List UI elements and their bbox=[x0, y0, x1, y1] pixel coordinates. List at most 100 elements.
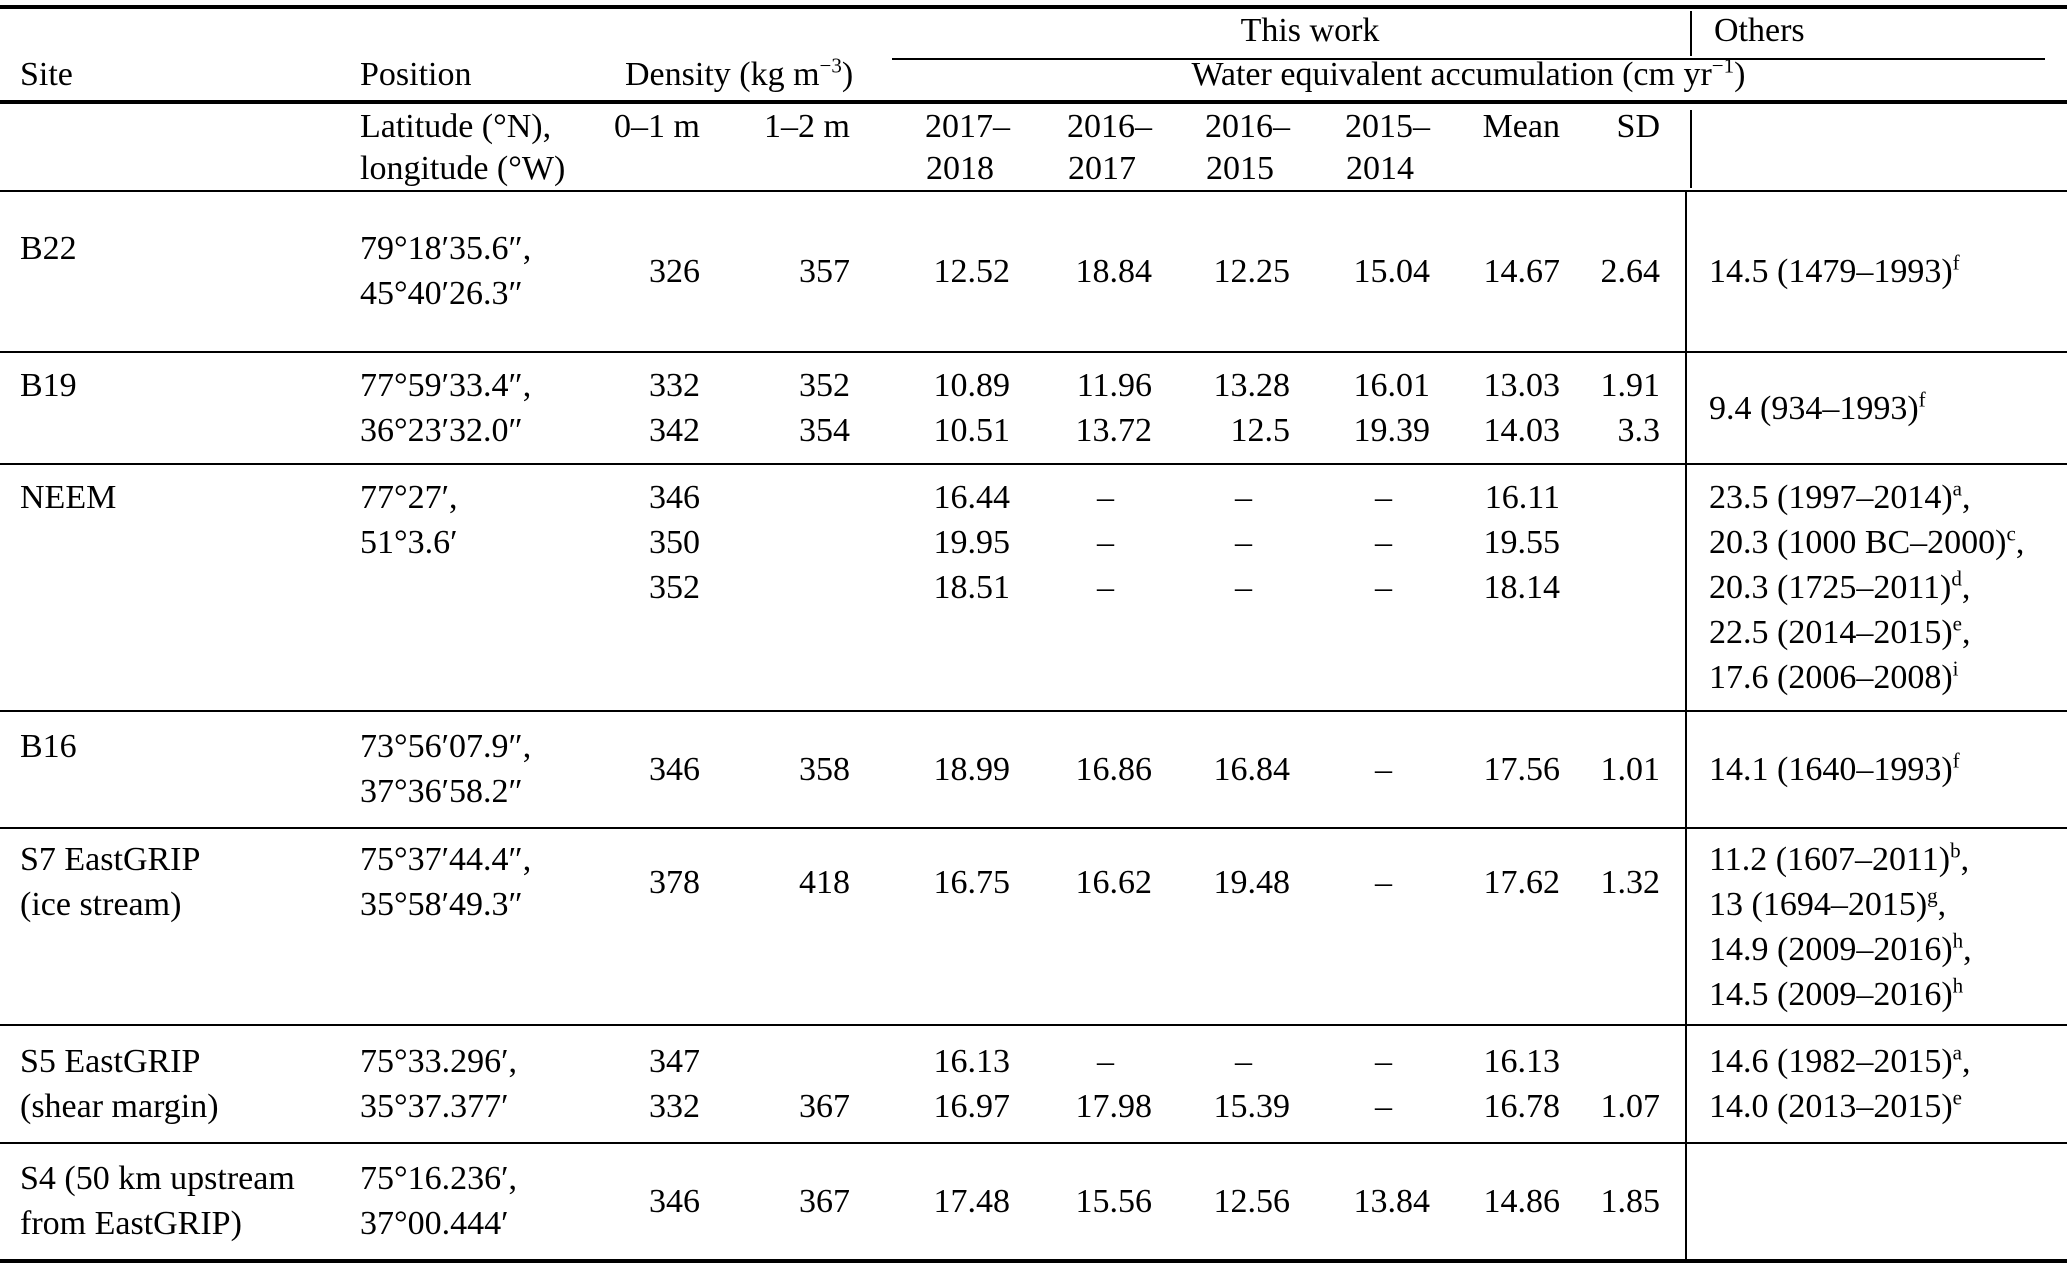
no-data-dash: – bbox=[1235, 1043, 1252, 1080]
density-1-2-cell: 367 bbox=[700, 1144, 850, 1259]
reference-footnote-letter: f bbox=[1952, 748, 1960, 773]
value: 352 bbox=[799, 367, 850, 404]
value: 418 bbox=[799, 863, 850, 901]
mean-cell: 17.62 bbox=[1430, 829, 1561, 934]
table-row: NEEM 77°27′, 51°3.6′ 346 350 352 16.44 19.95 18.… bbox=[0, 463, 2067, 710]
no-data-dash: – bbox=[1375, 750, 1392, 788]
accum-2015-2014-cell: – bbox=[1290, 712, 1430, 827]
mean-cell: 13.03 14.03 bbox=[1430, 353, 1561, 463]
no-data-dash: – bbox=[1235, 524, 1252, 561]
value: 332 bbox=[649, 1088, 700, 1125]
site-label: (shear margin) bbox=[20, 1088, 219, 1125]
year-2016-2015-subheader: 2016– 2015 bbox=[1205, 108, 1290, 187]
no-data-dash: – bbox=[1375, 863, 1392, 901]
value: 12.5 bbox=[1230, 412, 1291, 449]
reference-footnote-letter: f bbox=[1918, 387, 1926, 412]
value: 15.04 bbox=[1353, 252, 1431, 290]
accum-2016-2017-cell: 16.62 bbox=[1010, 829, 1153, 934]
accum-2016-2015-cell: 12.56 bbox=[1152, 1144, 1291, 1259]
value: 346 bbox=[649, 750, 700, 788]
value: 13.28 bbox=[1213, 367, 1291, 404]
density-0-1-cell: 326 bbox=[625, 192, 700, 351]
accum-2015-2014-cell: – – – bbox=[1290, 465, 1430, 710]
accum-2016-2015-cell: – 15.39 bbox=[1152, 1026, 1291, 1142]
others-cell: 9.4 (934–1993)f bbox=[1685, 353, 2047, 463]
site-label: S4 (50 km upstream bbox=[20, 1160, 295, 1197]
no-data-dash: – bbox=[1235, 479, 1252, 516]
density-0-1-cell: 346 bbox=[625, 1144, 700, 1259]
coordinate-line: 37°00.444′ bbox=[360, 1205, 509, 1242]
value: 1.01 bbox=[1600, 750, 1661, 788]
reference-accumulation-value: 9.4 (934–1993)f bbox=[1709, 387, 1926, 427]
coordinate-line: 75°37′44.4″, bbox=[360, 841, 532, 878]
value: 16.11 bbox=[1484, 479, 1560, 516]
reference-accumulation-value: 13 (1694–2015)g, bbox=[1709, 883, 1947, 923]
value: 18.84 bbox=[1075, 252, 1153, 290]
value: 326 bbox=[649, 252, 700, 290]
value: 16.01 bbox=[1353, 367, 1431, 404]
accumulation-column-header: Water equivalent accumulation (cm yr−1) bbox=[1191, 53, 1746, 93]
density-0-1-cell: 346 bbox=[625, 712, 700, 827]
value: 3.3 bbox=[1617, 412, 1661, 449]
value: 367 bbox=[799, 1088, 850, 1125]
value: 19.48 bbox=[1213, 863, 1291, 901]
reference-accumulation-value: 14.5 (2009–2016)h bbox=[1709, 973, 1964, 1013]
value: 1.32 bbox=[1600, 863, 1661, 901]
density-1-2-cell: 367 bbox=[700, 1026, 850, 1142]
reference-accumulation-value: 23.5 (1997–2014)a, bbox=[1709, 476, 1971, 516]
value: 367 bbox=[799, 1182, 850, 1220]
coordinate-line: 75°16.236′, bbox=[360, 1160, 518, 1197]
value: 12.25 bbox=[1213, 252, 1291, 290]
accum-2015-2014-cell: 13.84 bbox=[1290, 1144, 1431, 1259]
no-data-dash: – bbox=[1375, 524, 1392, 561]
site-cell: B22 bbox=[20, 192, 360, 351]
accum-2017-2018-cell: 17.48 bbox=[850, 1144, 1011, 1259]
value: 15.56 bbox=[1075, 1182, 1153, 1220]
table-row: B19 77°59′33.4″, 36°23′32.0″ 332 342 352 354 10… bbox=[0, 351, 2067, 463]
value: 1.91 bbox=[1600, 367, 1661, 404]
table-header: This work Others Site Position Density (… bbox=[0, 0, 2067, 190]
value: 18.99 bbox=[933, 750, 1011, 788]
site-cell: B19 bbox=[20, 353, 360, 463]
accum-exponent: −1 bbox=[1711, 53, 1735, 78]
value bbox=[700, 1039, 850, 1084]
table-row: S5 EastGRIP (shear margin) 75°33.296′, 35°3… bbox=[0, 1024, 2067, 1142]
no-data-dash: – bbox=[1097, 569, 1114, 606]
value: 352 bbox=[649, 569, 700, 606]
value: 13.72 bbox=[1075, 412, 1153, 449]
value: 18.51 bbox=[933, 569, 1011, 606]
reference-footnote-letter: h bbox=[1952, 973, 1964, 998]
header-mid-rule bbox=[0, 100, 2067, 104]
accum-2015-2014-cell: 15.04 bbox=[1290, 192, 1431, 351]
site-cell: S7 EastGRIP (ice stream) bbox=[20, 829, 360, 1024]
mean-cell: 17.56 bbox=[1430, 712, 1561, 827]
reference-accumulation-value: 14.0 (2013–2015)e bbox=[1709, 1085, 1962, 1125]
density-exponent: −3 bbox=[819, 53, 842, 78]
reference-footnote-letter: a bbox=[1952, 476, 1962, 501]
value: 17.62 bbox=[1483, 863, 1561, 901]
site-column-header: Site bbox=[20, 56, 73, 93]
reference-footnote-letter: e bbox=[1952, 611, 1962, 636]
no-data-dash: – bbox=[1235, 569, 1252, 606]
no-data-dash: – bbox=[1375, 569, 1392, 606]
no-data-dash: – bbox=[1375, 479, 1392, 516]
value: 16.13 bbox=[933, 1043, 1011, 1080]
value bbox=[1560, 1039, 1660, 1084]
value: 17.56 bbox=[1483, 750, 1561, 788]
site-label: NEEM bbox=[20, 479, 117, 516]
accum-2017-2018-cell: 18.99 bbox=[850, 712, 1011, 827]
no-data-dash: – bbox=[1375, 1088, 1392, 1125]
density-1-2-cell: 357 bbox=[700, 192, 850, 351]
value: 354 bbox=[799, 412, 850, 449]
reference-footnote-letter: g bbox=[1927, 883, 1938, 908]
year-2017-2018-subheader: 2017– 2018 bbox=[925, 108, 1010, 187]
reference-accumulation-value: 14.5 (1479–1993)f bbox=[1709, 250, 1960, 290]
value: 13.03 bbox=[1483, 367, 1561, 404]
value: 14.86 bbox=[1483, 1182, 1561, 1220]
value: 15.39 bbox=[1213, 1088, 1291, 1125]
value: 17.48 bbox=[933, 1182, 1011, 1220]
reference-accumulation-value: 14.1 (1640–1993)f bbox=[1709, 748, 1960, 788]
density-1-2-cell: 352 354 bbox=[700, 353, 850, 463]
reference-accumulation-value: 14.6 (1982–2015)a, bbox=[1709, 1040, 1971, 1080]
accum-2017-2018-cell: 16.13 16.97 bbox=[850, 1026, 1011, 1142]
